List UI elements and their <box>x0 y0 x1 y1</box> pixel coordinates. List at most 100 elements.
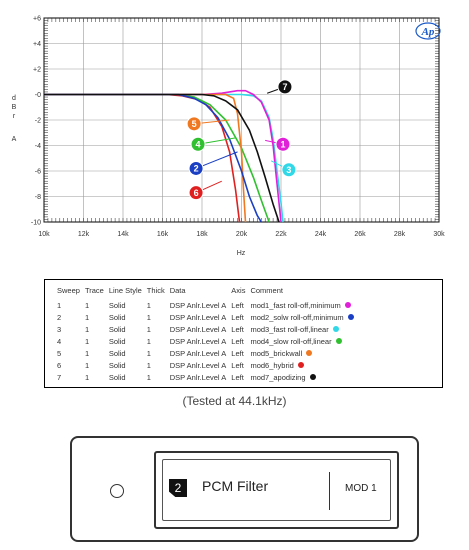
legend-row: 2 1 Solid 1 DSP Anlr.Level A Left mod2_solw ro… <box>57 312 359 324</box>
series-marker-3 <box>281 162 297 178</box>
x-tick-label: 10k <box>38 231 50 238</box>
legend-cell: mod6_hybrid <box>250 360 358 372</box>
legend-cell: 1 <box>84 349 90 358</box>
legend-cell: 1 <box>84 325 90 334</box>
legend-cell: 1 <box>84 301 90 310</box>
legend-row: 5 1 Solid 1 DSP Anlr.Level A Left mod5_brickwa… <box>57 348 359 360</box>
legend-header-cell: Data <box>169 286 186 295</box>
legend-header-cell: Line Style <box>108 286 142 295</box>
legend-cell: DSP Anlr.Level A <box>169 337 227 346</box>
legend-cell: 6 <box>57 361 62 370</box>
y-tick-label: +2 <box>33 67 41 74</box>
x-tick-label: 16k <box>157 231 169 238</box>
legend-header-cell: Trace <box>84 286 104 295</box>
power-button[interactable] <box>110 484 124 498</box>
legend-cell: 5 <box>57 349 62 358</box>
mode-label: MOD 1 <box>345 483 377 494</box>
device-front-panel: 2 PCM Filter MOD 1 <box>70 436 419 542</box>
series-line-5 <box>44 93 247 223</box>
filter-label: PCM Filter <box>202 478 269 494</box>
legend-cell: mod5_brickwall <box>250 348 358 360</box>
legend-cell: 1 <box>146 361 151 370</box>
legend-header-cell: Comment <box>250 286 283 295</box>
legend-cell: 1 <box>146 301 151 310</box>
x-tick-label: 22k <box>275 231 287 238</box>
legend-cell: DSP Anlr.Level A <box>169 301 227 310</box>
display-screen: 2 PCM Filter MOD 1 <box>154 451 399 529</box>
legend-cell: Left <box>231 313 244 322</box>
legend-row: 4 1 Solid 1 DSP Anlr.Level A Left mod4_slow ro… <box>57 336 359 348</box>
series-marker-6 <box>188 185 204 201</box>
series-line-7 <box>44 93 280 223</box>
legend-cell: Left <box>231 325 244 334</box>
x-tick-label: 20k <box>236 231 248 238</box>
legend-cell: 1 <box>84 313 90 322</box>
legend-cell: Solid <box>108 373 126 382</box>
legend-color-dot <box>297 362 304 368</box>
x-tick-label: 28k <box>394 231 406 238</box>
series-marker-1 <box>275 136 291 152</box>
test-caption: (Tested at 44.1kHz) <box>182 394 287 408</box>
legend-cell: 1 <box>84 361 90 370</box>
legend-cell: DSP Anlr.Level A <box>169 325 227 334</box>
legend-cell: mod3_fast roll-off,linear <box>250 324 358 336</box>
y-tick-label: -6 <box>35 169 41 176</box>
legend-cell: 1 <box>146 337 151 346</box>
x-tick-label: 24k <box>315 231 327 238</box>
x-tick-label: 18k <box>196 231 208 238</box>
display-divider <box>329 472 330 510</box>
legend-color-dot <box>306 350 313 356</box>
x-tick-label: 12k <box>78 231 90 238</box>
legend-cell: 1 <box>146 349 151 358</box>
y-axis-label: dBr A <box>12 95 17 143</box>
x-tick-label: 14k <box>117 231 129 238</box>
x-tick-labels: 10k 12k 14k 16k 18k 20k 22k 24k 26k 28k 30k <box>38 231 445 238</box>
series-marker-label-4: 4 <box>196 139 201 149</box>
legend-cell: Solid <box>108 337 126 346</box>
legend-cell: mod7_apodizing <box>250 372 358 384</box>
ap-logo-text: Ap <box>421 26 435 38</box>
y-tick-label: -10 <box>31 220 41 227</box>
y-axis-label-char: B <box>12 104 17 111</box>
legend-cell: 1 <box>146 325 151 334</box>
y-axis-label-char: r <box>13 113 16 120</box>
series-line-1 <box>44 89 282 223</box>
legend-cell: Solid <box>108 313 126 322</box>
legend-cell: 1 <box>57 301 62 310</box>
legend-cell: DSP Anlr.Level A <box>169 373 227 382</box>
x-tick-label: 30k <box>433 231 445 238</box>
legend-header-cell: Sweep <box>57 286 80 295</box>
y-tick-label: +4 <box>33 41 41 48</box>
legend-cell: Left <box>231 361 244 370</box>
series-marker-label-2: 2 <box>194 164 199 174</box>
legend-cell: Left <box>231 337 244 346</box>
legend-cell: Solid <box>108 349 126 358</box>
legend-cell: 4 <box>57 337 62 346</box>
x-axis-label: Hz <box>237 250 246 257</box>
y-tick-label: -4 <box>35 143 41 150</box>
legend-cell: Left <box>231 349 244 358</box>
legend-header-cell: Axis <box>231 286 246 295</box>
legend-row: 3 1 Solid 1 DSP Anlr.Level A Left mod3_fast ro… <box>57 324 359 336</box>
ap-logo: Ap <box>415 22 441 40</box>
y-tick-label: -8 <box>35 194 41 201</box>
legend-cell: 1 <box>84 337 90 346</box>
legend-cell: Solid <box>108 301 126 310</box>
x-tick-label: 26k <box>354 231 366 238</box>
y-tick-labels: +6 +4 +2 -0 -2 -4 -6 -8 -10 <box>31 16 41 227</box>
series-marker-label-7: 7 <box>282 82 287 92</box>
legend-row: 7 1 Solid 1 DSP Anlr.Level A Left mod7_apodizi… <box>57 372 359 384</box>
legend-cell: DSP Anlr.Level A <box>169 313 227 322</box>
legend-header-cell: Thick <box>146 286 165 295</box>
series-markers: 1 2 3 4 5 6 7 <box>186 79 297 201</box>
y-tick-label: +6 <box>33 16 41 23</box>
legend-color-dot <box>347 314 354 320</box>
menu-number-badge: 2 <box>169 479 187 497</box>
legend-row: 6 1 Solid 1 DSP Anlr.Level A Left mod6_hybrid <box>57 360 359 372</box>
legend-cell: DSP Anlr.Level A <box>169 349 227 358</box>
y-tick-label: -2 <box>35 118 41 125</box>
display-inner: 2 PCM Filter MOD 1 <box>162 459 391 521</box>
legend-table: Sweep Trace Line Style Thick Data Axis Comment… <box>57 285 359 384</box>
legend-color-dot <box>332 326 339 332</box>
y-tick-label: -0 <box>35 92 41 99</box>
